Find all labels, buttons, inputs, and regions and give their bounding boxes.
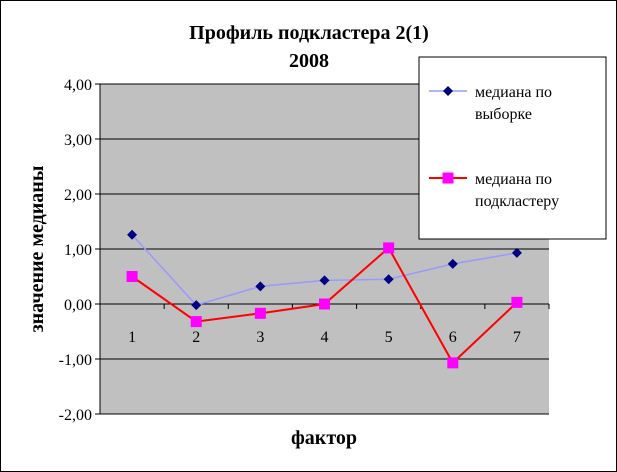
data-point [319,298,330,310]
data-point [319,275,330,286]
x-tick-label: 3 [256,329,264,346]
x-tick-label: 1 [128,329,136,346]
legend-items: медиана по выборке медиана по подкластеру [429,84,559,210]
series-1 [127,229,522,311]
legend-label: медиана по выборке [475,84,552,123]
data-point [447,258,458,269]
x-tick-label: 4 [321,329,329,346]
data-point [191,300,202,311]
series-2 [126,242,523,369]
x-axis-label: фактор [291,427,357,449]
data-point [383,274,394,285]
data-point [255,281,266,292]
x-tick-label: 2 [192,329,200,346]
data-point [511,247,522,258]
y-tick-label: 0,00 [64,297,92,314]
y-tick-label: -2,00 [59,407,92,424]
chart-title-line-2: 2008 [289,50,329,72]
chart-title-line-1: Профиль подкластера 2(1) [189,22,429,44]
x-axis-ticks: 1 2 3 4 5 6 7 [99,304,550,346]
data-point [254,307,266,319]
y-axis-ticks: 4,00 3,00 2,00 1,00 0,00 -1,00 -2,00 [59,77,100,424]
data-point [511,296,523,308]
series-layer [126,229,523,369]
legend-marker [443,86,453,96]
y-tick-label: 2,00 [64,187,92,204]
x-tick-label: 7 [513,329,521,346]
legend: медиана по выборке медиана по подкластеру [418,56,607,240]
legend-item-1: медиана по выборке [429,84,552,123]
x-tick-label: 6 [449,329,457,346]
data-point [447,357,459,369]
gridlines [100,83,549,415]
y-tick-label: 4,00 [64,77,92,94]
data-point [383,242,395,254]
y-axis-label: значение медианы [26,165,48,332]
legend-marker [442,172,454,184]
data-point [190,316,202,328]
legend-label: медиана по подкластеру [475,171,559,210]
y-tick-label: 1,00 [64,242,92,259]
legend-box [418,56,607,240]
data-point [127,229,138,240]
legend-item-2: медиана по подкластеру [429,171,559,210]
data-point [126,271,138,282]
y-tick-label: 3,00 [64,132,92,149]
x-tick-label: 5 [385,329,393,346]
y-tick-label: -1,00 [59,352,92,369]
